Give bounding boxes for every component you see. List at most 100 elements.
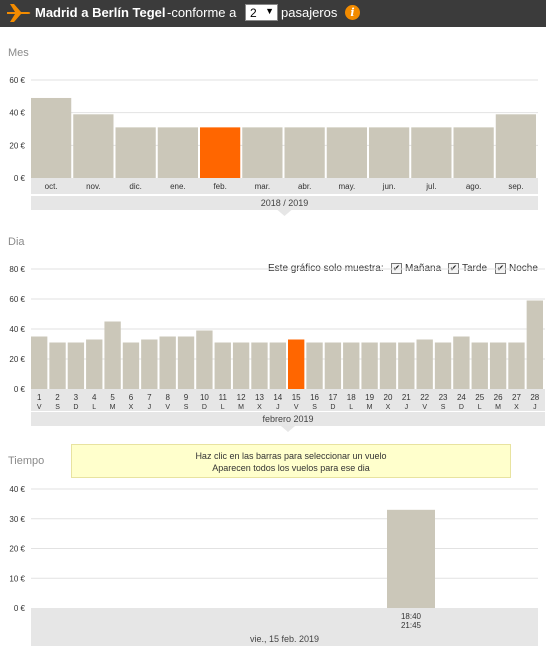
day-tick-label: 19 [365,393,374,402]
pointer-arrow [281,426,295,432]
day-tick-label: 23 [439,393,448,402]
y-tick-label: 40 € [9,485,25,494]
bar[interactable] [284,127,325,178]
route-title: Madrid a Berlín Tegel [35,5,166,20]
day-tick-label: 27 [512,393,521,402]
bar[interactable] [31,97,72,178]
weekday-tick-label: V [37,404,42,411]
bar[interactable] [369,127,410,178]
bar[interactable] [86,339,103,390]
month-tick-label: may. [339,182,356,191]
bar[interactable] [67,342,85,390]
day-section-title: Dia [8,236,25,248]
bar[interactable] [526,300,543,390]
y-tick-label: 20 € [9,355,25,364]
bar-selected[interactable] [288,339,305,390]
month-tick-label: sep. [508,182,523,191]
bar[interactable] [326,127,367,178]
month-tick-label: dic. [129,182,141,191]
bar[interactable] [251,342,268,390]
month-tick-label: abr. [298,182,311,191]
bar[interactable] [387,509,435,608]
weekday-tick-label: L [92,404,96,411]
day-tick-label: 11 [219,393,228,402]
help-tooltip: Haz clic en las barras para seleccionar … [71,444,511,478]
x-axis-band [31,608,538,632]
day-tick-label: 5 [110,393,115,402]
bar[interactable] [343,342,360,390]
bar[interactable] [434,342,452,390]
bar[interactable] [269,342,286,390]
bar[interactable] [49,342,66,390]
day-tick-label: 20 [384,393,393,402]
bar[interactable] [398,342,415,390]
day-tick-label: 26 [494,393,503,402]
month-tick-label: jun. [382,182,396,191]
bar[interactable] [104,321,121,390]
weekday-tick-label: D [73,404,78,411]
bar[interactable] [453,336,470,390]
bar[interactable] [242,127,283,178]
bar[interactable] [159,336,176,390]
bar[interactable] [379,342,397,390]
bar[interactable] [508,342,525,390]
bar[interactable] [489,342,507,390]
bar[interactable] [177,336,195,390]
y-tick-label: 0 € [14,385,26,394]
day-tick-label: 2 [55,393,60,402]
weekday-tick-label: L [478,404,482,411]
airplane-icon [7,4,31,22]
bar[interactable] [495,114,536,178]
bar[interactable] [361,342,378,390]
departure-time-label: 18:40 [401,612,422,621]
bar[interactable] [471,342,488,390]
weekday-tick-label: D [202,404,207,411]
period-label: febrero 2019 [262,414,313,424]
info-icon[interactable]: i [345,5,360,20]
day-tick-label: 24 [457,393,466,402]
bar[interactable] [196,330,213,390]
chevron-down-icon: ▼ [265,6,274,16]
weekday-tick-label: X [257,404,262,411]
period-label: 2018 / 2019 [261,198,309,208]
bar[interactable] [416,339,433,390]
month-tick-label: ene. [170,182,186,191]
bar[interactable] [141,339,158,390]
day-tick-label: 1 [37,393,42,402]
bar[interactable] [306,342,323,390]
weekday-tick-label: V [165,404,170,411]
bar[interactable] [115,127,156,178]
bar[interactable] [411,127,452,178]
bar[interactable] [214,342,231,390]
day-tick-label: 25 [475,393,484,402]
weekday-tick-label: X [386,404,391,411]
passengers-select[interactable]: 2 ▼ [245,4,278,21]
weekday-tick-label: S [312,404,317,411]
y-tick-label: 60 € [9,76,25,85]
period-band [31,412,545,426]
bar-selected[interactable] [200,127,241,178]
x-axis-band [31,178,538,194]
day-tick-label: 21 [402,393,411,402]
month-section-title: Mes [8,47,29,59]
bar[interactable] [73,114,114,178]
weekday-tick-label: V [422,404,427,411]
bar[interactable] [31,336,48,390]
bar[interactable] [453,127,494,178]
y-tick-label: 10 € [9,574,25,583]
x-axis-band [31,389,545,411]
day-tick-label: 22 [420,393,429,402]
day-tick-label: 17 [328,393,337,402]
weekday-tick-label: V [294,404,299,411]
bar[interactable] [157,127,198,178]
bar[interactable] [232,342,250,390]
day-tick-label: 8 [165,393,170,402]
day-tick-label: 18 [347,393,356,402]
pointer-arrow [277,210,292,216]
bar[interactable] [122,342,140,390]
bar[interactable] [324,342,342,390]
tooltip-line-1: Haz clic en las barras para seleccionar … [195,451,387,461]
y-tick-label: 0 € [14,604,26,613]
y-tick-label: 40 € [9,109,25,118]
weekday-tick-label: S [441,404,446,411]
